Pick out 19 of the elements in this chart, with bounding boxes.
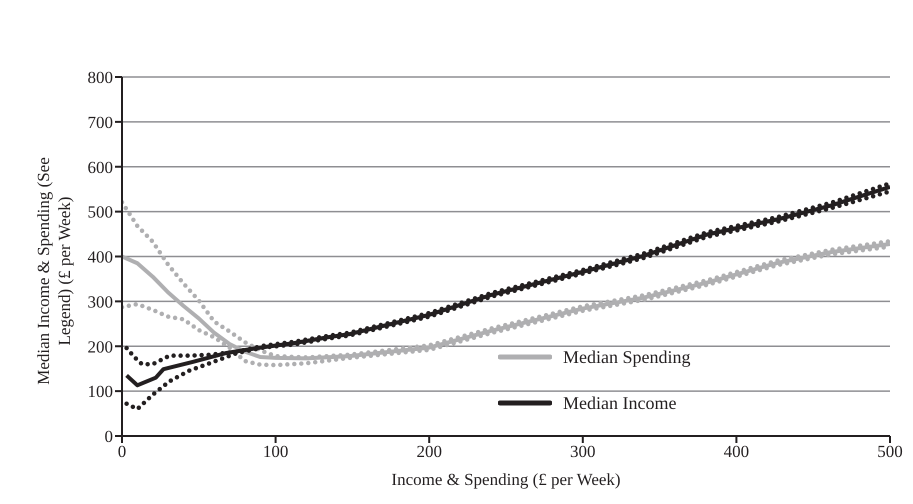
y-tick-label: 400 — [88, 248, 113, 267]
x-tick-label: 500 — [877, 442, 903, 462]
x-tick-label: 400 — [724, 442, 750, 462]
x-axis-title: Income & Spending (£ per Week) — [390, 470, 622, 490]
y-tick-label: 600 — [88, 158, 113, 177]
x-tick-label: 100 — [262, 442, 288, 462]
y-axis-title: Median Income & Spending (See Legend) (£ per Week) — [33, 156, 75, 386]
y-tick-label: 0 — [104, 427, 113, 446]
legend-label: Median Spending — [563, 346, 690, 368]
y-tick-label: 300 — [88, 292, 113, 312]
y-tick-label: 500 — [88, 202, 113, 222]
y-tick-label: 200 — [88, 337, 113, 356]
x-tick-label: 300 — [570, 442, 596, 462]
y-tick-label: 100 — [88, 382, 113, 402]
y-tick-label: 700 — [88, 112, 113, 132]
x-tick-label: 200 — [416, 442, 442, 462]
x-tick-label: 0 — [118, 442, 126, 462]
y-tick-label: 800 — [88, 68, 113, 88]
legend-label: Median Income — [563, 392, 676, 414]
